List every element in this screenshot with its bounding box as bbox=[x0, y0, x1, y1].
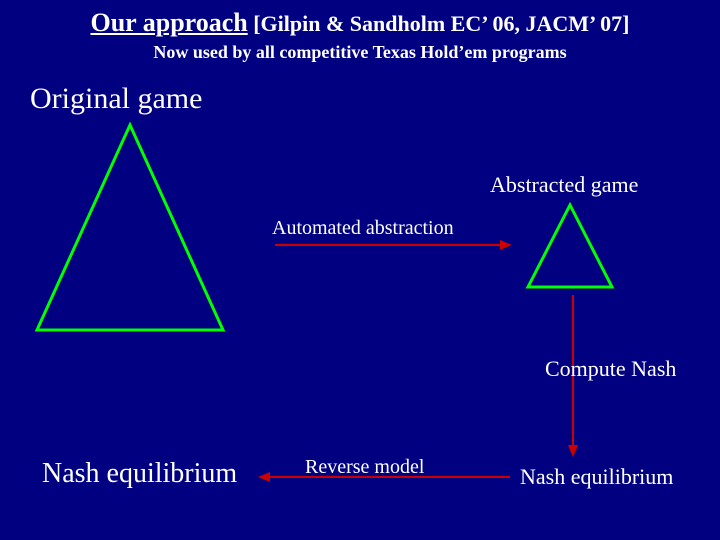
label-nash-equilibrium-left: Nash equilibrium bbox=[42, 458, 237, 490]
label-automated-abstraction: Automated abstraction bbox=[272, 217, 454, 240]
label-abstracted-game: Abstracted game bbox=[490, 172, 638, 198]
label-nash-equilibrium-right: Nash equilibrium bbox=[520, 464, 673, 490]
label-reverse-model: Reverse model bbox=[305, 456, 424, 479]
slide: Our approach [Gilpin & Sandholm EC’ 06, … bbox=[0, 0, 720, 540]
label-original-game: Original game bbox=[30, 82, 202, 116]
triangle-original-game bbox=[37, 125, 223, 330]
label-compute-nash: Compute Nash bbox=[545, 356, 676, 382]
triangle-abstracted-game bbox=[528, 205, 612, 287]
